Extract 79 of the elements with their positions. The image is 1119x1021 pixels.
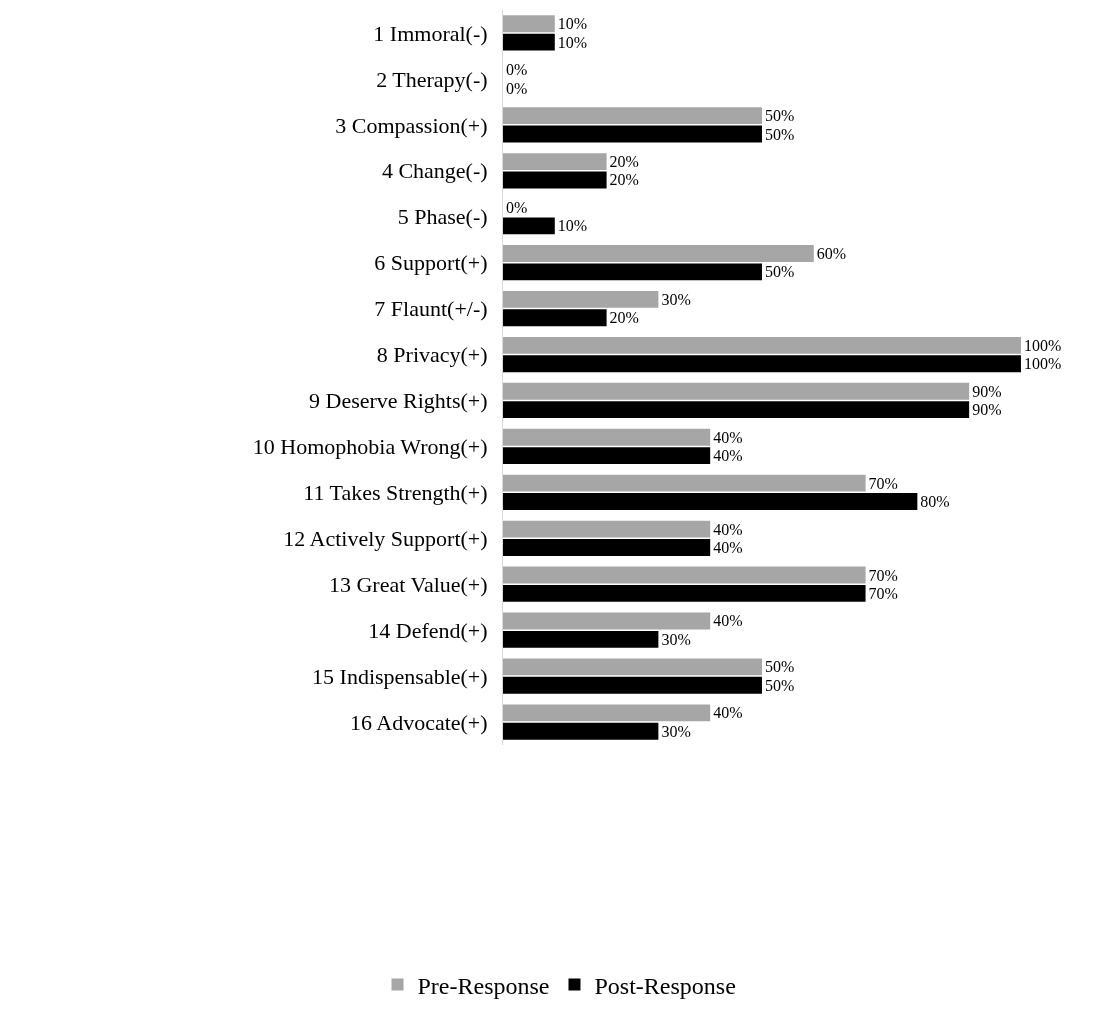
data-label: 50% bbox=[764, 263, 795, 281]
bar bbox=[503, 153, 607, 171]
y-tick-label: 13 Great Value(+) bbox=[328, 571, 488, 597]
data-label: 50% bbox=[764, 658, 795, 676]
y-tick-label: 12 Actively Support(+) bbox=[283, 525, 488, 551]
data-label: 30% bbox=[661, 290, 691, 308]
bar bbox=[503, 290, 659, 308]
legend-label: Pre-Response bbox=[417, 972, 550, 999]
y-tick-label: 9 Deserve Rights(+) bbox=[309, 388, 488, 414]
legend-label: Post-Response bbox=[594, 972, 736, 999]
data-label: 50% bbox=[764, 125, 795, 143]
data-label: 0% bbox=[506, 61, 528, 79]
bar bbox=[503, 493, 918, 510]
bar bbox=[503, 566, 866, 584]
data-label: 20% bbox=[609, 171, 639, 189]
bar bbox=[503, 217, 555, 235]
data-label: 40% bbox=[713, 538, 743, 556]
data-label: 80% bbox=[920, 493, 950, 511]
data-label: 30% bbox=[661, 722, 691, 740]
bar bbox=[503, 263, 762, 281]
bar bbox=[503, 245, 814, 262]
data-label: 100% bbox=[1023, 336, 1062, 354]
bar bbox=[503, 125, 762, 143]
y-tick-label: 5 Phase(-) bbox=[397, 204, 488, 230]
bar bbox=[503, 447, 711, 465]
data-label: 70% bbox=[868, 584, 898, 602]
data-label: 90% bbox=[972, 401, 1002, 419]
data-label: 20% bbox=[609, 153, 639, 171]
bar bbox=[503, 336, 1021, 354]
data-label: 60% bbox=[816, 244, 847, 262]
y-tick-label: 10 Homophobia Wrong(+) bbox=[252, 434, 488, 460]
bar bbox=[503, 309, 607, 327]
y-tick-label: 2 Therapy(-) bbox=[376, 66, 488, 92]
data-label: 40% bbox=[713, 520, 743, 538]
bar bbox=[503, 539, 711, 556]
y-tick-label: 6 Support(+) bbox=[374, 250, 488, 276]
bar bbox=[503, 612, 711, 630]
y-tick-label: 16 Advocate(+) bbox=[349, 709, 488, 735]
bar bbox=[503, 630, 659, 648]
bar bbox=[503, 107, 762, 125]
data-label: 50% bbox=[764, 107, 795, 125]
bar bbox=[503, 355, 1021, 373]
y-tick-label: 8 Privacy(+) bbox=[376, 342, 488, 368]
y-tick-label: 15 Indispensable(+) bbox=[312, 663, 488, 689]
y-tick-label: 4 Change(-) bbox=[381, 158, 488, 184]
y-tick-label: 3 Compassion(+) bbox=[335, 112, 488, 138]
bar bbox=[503, 584, 866, 602]
data-label: 50% bbox=[764, 676, 795, 694]
data-label: 20% bbox=[609, 309, 639, 327]
bar bbox=[503, 15, 555, 33]
bar bbox=[503, 33, 555, 51]
data-label: 10% bbox=[557, 15, 588, 33]
data-label: 10% bbox=[557, 217, 588, 235]
bar bbox=[503, 428, 711, 446]
y-tick-label: 7 Flaunt(+/-) bbox=[374, 296, 488, 322]
y-tick-label: 11 Takes Strength(+) bbox=[303, 480, 488, 506]
data-label: 30% bbox=[661, 630, 691, 648]
y-tick-label: 14 Defend(+) bbox=[368, 617, 488, 643]
bar bbox=[503, 658, 762, 676]
data-label: 70% bbox=[868, 566, 898, 584]
bar bbox=[503, 171, 607, 189]
bar bbox=[503, 722, 659, 740]
data-label: 40% bbox=[713, 612, 743, 630]
y-tick-label: 1 Immoral(-) bbox=[373, 20, 488, 46]
data-label: 100% bbox=[1023, 355, 1062, 373]
data-label: 40% bbox=[713, 428, 743, 446]
bar bbox=[503, 704, 711, 722]
data-label: 40% bbox=[713, 704, 743, 722]
data-label: 40% bbox=[713, 447, 743, 465]
bar bbox=[503, 520, 711, 538]
bar bbox=[503, 401, 970, 419]
data-label: 10% bbox=[557, 33, 588, 51]
bar bbox=[503, 474, 866, 492]
data-label: 90% bbox=[972, 382, 1002, 400]
data-label: 70% bbox=[868, 474, 898, 492]
bar bbox=[503, 382, 970, 400]
data-label: 0% bbox=[506, 199, 528, 217]
data-label: 0% bbox=[506, 79, 528, 97]
bar bbox=[503, 676, 762, 694]
